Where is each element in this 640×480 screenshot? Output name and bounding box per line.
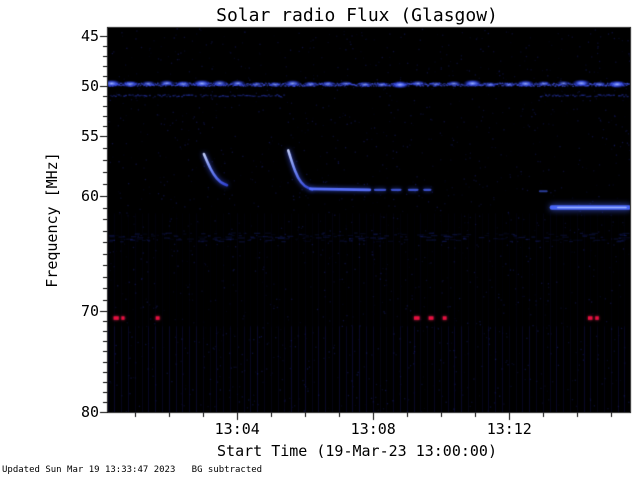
y-axis-label: Frequency [MHz]	[43, 152, 61, 288]
y-tick-label-60: 60	[80, 187, 99, 205]
y-tick-label-55: 55	[80, 127, 99, 145]
y-tick-label-45: 45	[80, 27, 99, 45]
x-tick-label-13:08: 13:08	[350, 420, 396, 438]
x-tick-label-13:04: 13:04	[214, 420, 260, 438]
y-tick-label-80: 80	[80, 403, 99, 421]
x-tick-label-13:12: 13:12	[486, 420, 532, 438]
update-timestamp: Updated Sun Mar 19 13:33:47 2023 BG subt…	[2, 465, 263, 475]
chart-title: Solar radio Flux (Glasgow)	[216, 5, 498, 26]
y-tick-label-70: 70	[80, 302, 99, 320]
y-tick-label-50: 50	[80, 77, 99, 95]
x-axis-label: Start Time (19-Mar-23 13:00:00)	[217, 442, 497, 460]
